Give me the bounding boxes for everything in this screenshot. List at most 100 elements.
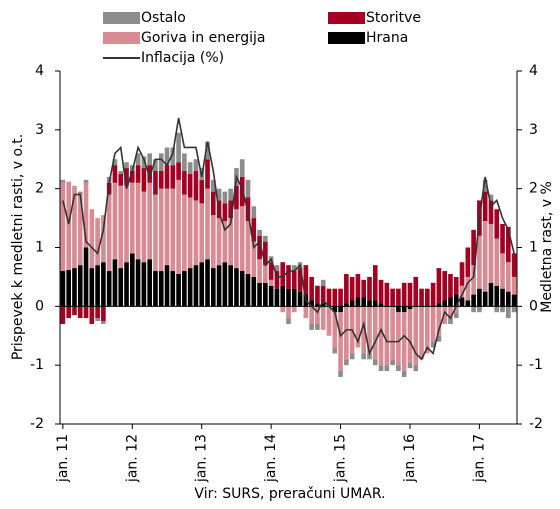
bar-segment [182, 171, 187, 195]
bar-segment [384, 282, 390, 307]
bar-segment [332, 312, 338, 348]
bar-segment [332, 288, 338, 307]
bar-segment [372, 306, 378, 360]
bar-segment [286, 318, 291, 324]
bar-segment [164, 165, 170, 189]
bar-segment [205, 141, 210, 160]
bar-segment [286, 265, 291, 289]
bar-segment [245, 221, 251, 274]
bar-segment [89, 268, 95, 307]
bar-segment [372, 359, 378, 366]
bar-segment [471, 265, 476, 295]
bar-segment [407, 282, 413, 307]
bar-segment [500, 306, 505, 313]
bar-segment [187, 268, 193, 307]
bar-segment [101, 215, 106, 263]
bar-segment [315, 323, 320, 330]
y2-axis-label: Medletna rast, v % [539, 181, 555, 313]
bar-segment [355, 273, 361, 298]
bar-segment [506, 262, 511, 292]
x-tick-label: jan. 11 [55, 434, 71, 483]
bar-segment [239, 206, 245, 272]
bar-segment [239, 159, 245, 177]
bar-segment [66, 269, 71, 307]
bar-segment [118, 268, 124, 307]
x-tick-label: jan. 15 [333, 434, 349, 483]
bar-segment [355, 306, 361, 348]
bar-segment [488, 200, 494, 224]
bar-segment [436, 303, 442, 307]
bar-segment [390, 306, 395, 360]
bar-segment [477, 288, 482, 307]
bar-segment [494, 238, 500, 286]
bar-segment [436, 268, 442, 304]
bar-segment [210, 215, 216, 269]
bar-segment [413, 306, 419, 366]
legend-swatch [103, 32, 140, 44]
bar-segment [251, 276, 257, 307]
bar-segment [361, 306, 367, 354]
bar-segment [291, 306, 297, 313]
bar-segment [407, 309, 413, 363]
bar-segment [112, 165, 118, 183]
bar-segment [506, 306, 511, 319]
legend-swatch [103, 12, 140, 24]
bar-segment [297, 268, 303, 292]
y2-tick-label: -2 [529, 416, 543, 432]
bar-segment [176, 273, 181, 307]
bar-segment [83, 247, 89, 307]
bar-segment [494, 285, 500, 307]
bar-segment [135, 259, 141, 307]
bar-segment [205, 259, 210, 307]
bar-segment [164, 265, 170, 307]
bar-segment [199, 179, 205, 204]
bar-segment [187, 173, 193, 198]
bar-segment [471, 229, 476, 266]
bar-segment [72, 185, 77, 269]
bar-segment [193, 265, 199, 307]
bar-segment [326, 306, 332, 336]
bar-segment [390, 288, 395, 307]
bar-segment [112, 182, 118, 260]
bar-segment [413, 276, 419, 307]
legend-label: Hrana [366, 30, 408, 46]
bar-segment [349, 353, 355, 360]
bar-segment [291, 271, 297, 289]
bar-segment [453, 312, 459, 319]
legend-label: Ostalo [141, 10, 186, 26]
bar-segment [268, 279, 274, 286]
bar-segment [124, 168, 129, 186]
bar-segment [77, 194, 83, 266]
bar-segment [257, 229, 262, 236]
bar-segment [153, 194, 158, 272]
bar-segment [477, 235, 482, 289]
bar-segment [257, 259, 262, 283]
bar-segment [320, 303, 326, 307]
bar-segment [401, 306, 407, 313]
bar-segment [228, 200, 233, 219]
bar-segment [488, 282, 494, 307]
bar-segment [488, 194, 494, 201]
bar-segment [263, 241, 268, 266]
bar-segment [349, 300, 355, 307]
bar-segment [274, 265, 280, 272]
bar-segment [170, 165, 176, 189]
bar-segment [72, 268, 77, 307]
bar-segment [158, 171, 164, 189]
bar-segment [500, 253, 505, 289]
bar-segment [176, 162, 181, 180]
bar-segment [378, 279, 384, 304]
bar-segment [170, 147, 176, 166]
y-tick-label: -2 [30, 416, 44, 432]
bar-segment [251, 218, 257, 242]
bar-segment [280, 306, 286, 313]
bar-segment [315, 303, 320, 307]
bar-segment [187, 197, 193, 269]
bar-segment [228, 265, 233, 307]
y-tick-label: -1 [30, 357, 44, 373]
bar-segment [413, 365, 419, 372]
bar-segment [471, 306, 476, 313]
bar-segment [106, 194, 112, 272]
bar-segment [239, 271, 245, 307]
